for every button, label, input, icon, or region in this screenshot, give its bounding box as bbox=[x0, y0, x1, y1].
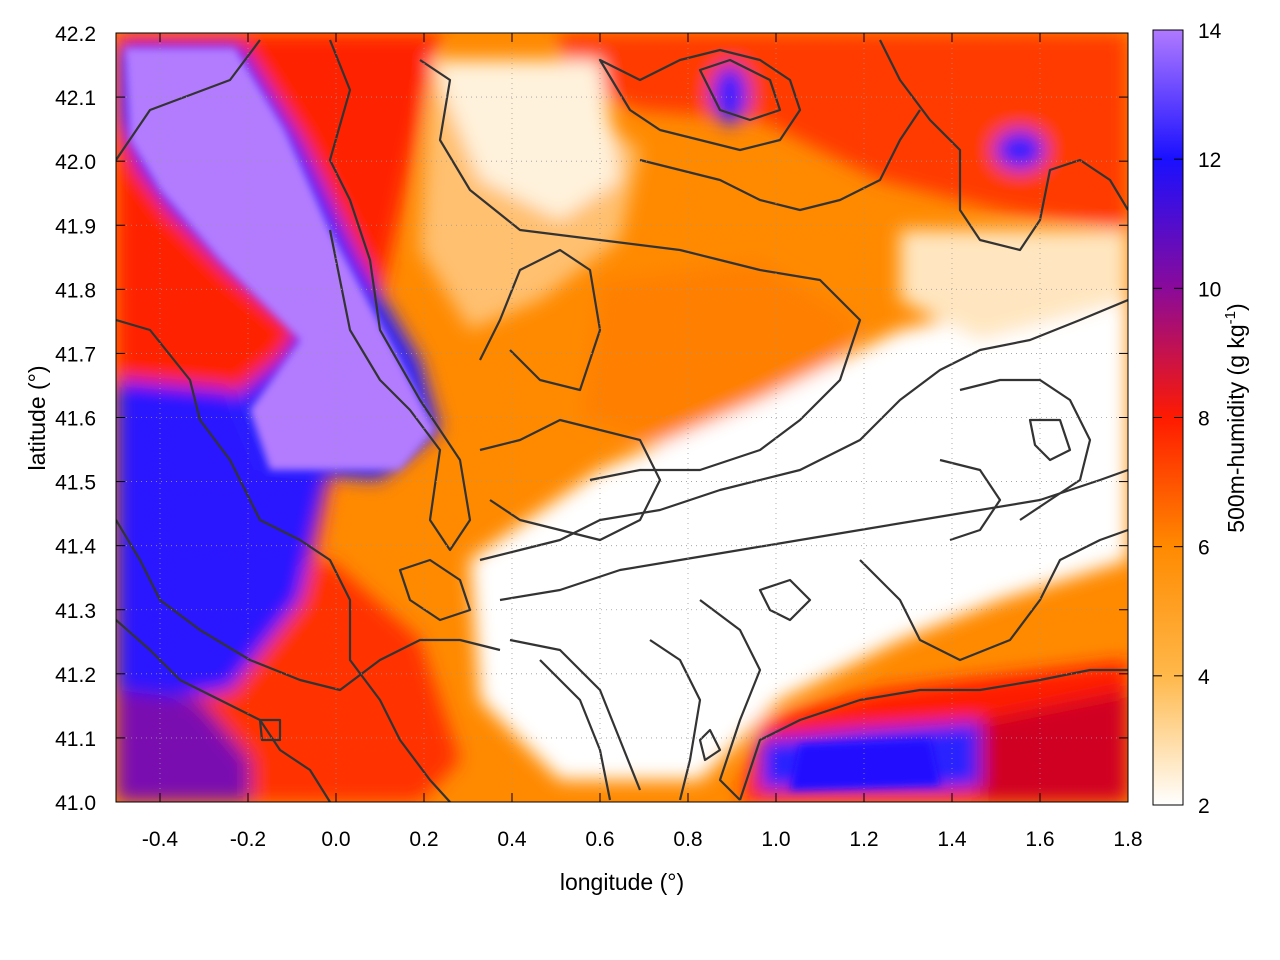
contour-line bbox=[419, 59, 862, 482]
contour-line bbox=[698, 58, 782, 122]
y-tick-label: 41.0 bbox=[55, 792, 96, 815]
x-tick-label: 0.2 bbox=[409, 828, 438, 851]
contour-line bbox=[116, 619, 331, 802]
y-axis-label: latitude (°) bbox=[24, 365, 50, 470]
y-tick-label: 41.1 bbox=[55, 728, 96, 751]
x-tick-label: 1.0 bbox=[761, 828, 790, 851]
colorbar-tick-label: 4 bbox=[1198, 666, 1210, 689]
y-tick-label: 41.6 bbox=[55, 408, 96, 431]
contour-line bbox=[699, 599, 762, 801]
x-tick-label: 0.4 bbox=[497, 828, 527, 851]
contour-line bbox=[116, 519, 501, 692]
contour-line bbox=[509, 638, 642, 791]
contour-line bbox=[879, 39, 1128, 252]
colorbar-tick-label: 2 bbox=[1198, 795, 1210, 818]
y-tick-label: 41.2 bbox=[55, 664, 96, 687]
colorbar-tick-label: 10 bbox=[1198, 278, 1221, 301]
contour-line bbox=[539, 659, 612, 801]
contour-line bbox=[639, 109, 921, 212]
contour-line bbox=[698, 728, 722, 762]
contour-line bbox=[649, 639, 702, 801]
contour-line bbox=[499, 468, 1128, 602]
contour-line bbox=[859, 528, 1128, 662]
y-tick-label: 41.3 bbox=[55, 600, 96, 623]
y-tick-label: 41.7 bbox=[55, 343, 96, 366]
y-tick-label: 42.2 bbox=[55, 23, 96, 46]
contour-line bbox=[959, 378, 1092, 521]
y-tick-label: 42.1 bbox=[55, 87, 96, 110]
y-tick-label: 41.8 bbox=[55, 279, 96, 302]
y-tick-label: 41.9 bbox=[55, 215, 96, 238]
x-tick-label: 1.4 bbox=[937, 828, 967, 851]
y-tick-label: 41.5 bbox=[55, 472, 96, 495]
x-tick-label: 1.6 bbox=[1025, 828, 1054, 851]
x-tick-label: -0.4 bbox=[142, 828, 179, 851]
y-tick-label: 41.4 bbox=[55, 536, 96, 559]
contour-line bbox=[116, 39, 261, 161]
x-axis-label: longitude (°) bbox=[560, 869, 684, 895]
colorbar-tick-label: 12 bbox=[1198, 149, 1221, 172]
contour-line bbox=[939, 458, 1002, 542]
contour-line bbox=[598, 48, 802, 152]
colorbar-tick-label: 14 bbox=[1198, 20, 1222, 43]
colorbar-tick-label: 8 bbox=[1198, 408, 1210, 431]
contour-line bbox=[479, 248, 602, 392]
contour-line bbox=[479, 418, 662, 542]
contour-line bbox=[328, 39, 472, 552]
contour-line bbox=[116, 318, 451, 802]
colorbar-label: 500m-humidity (g kg-1) bbox=[1222, 303, 1249, 532]
contour-line bbox=[398, 558, 472, 622]
y-axis-ticks: 41.0 41.1 41.2 41.3 41.4 41.5 41.6 41.7 41.8 41.9… bbox=[55, 23, 1128, 815]
x-tick-label: 0.0 bbox=[321, 828, 350, 851]
contour-line bbox=[1028, 418, 1072, 462]
contour-lines bbox=[116, 39, 1128, 802]
x-tick-label: 1.2 bbox=[849, 828, 878, 851]
contour-line bbox=[479, 298, 1128, 562]
contour-line bbox=[738, 668, 1128, 801]
colorbar-tick-label: 6 bbox=[1198, 537, 1210, 560]
y-tick-label: 42.0 bbox=[55, 151, 96, 174]
x-tick-label: 0.6 bbox=[585, 828, 614, 851]
colorbar-ticks: 2 4 6 8 10 12 14 bbox=[1153, 20, 1222, 818]
x-tick-label: -0.2 bbox=[230, 828, 266, 851]
contour-line bbox=[258, 718, 282, 742]
contour-line bbox=[758, 578, 812, 622]
x-tick-label: 0.8 bbox=[673, 828, 702, 851]
x-axis-ticks: -0.4 -0.2 0.0 0.2 0.4 0.6 0.8 1.0 1.2 1.4 1.6 1.8 bbox=[142, 33, 1143, 851]
x-tick-label: 1.8 bbox=[1113, 828, 1142, 851]
